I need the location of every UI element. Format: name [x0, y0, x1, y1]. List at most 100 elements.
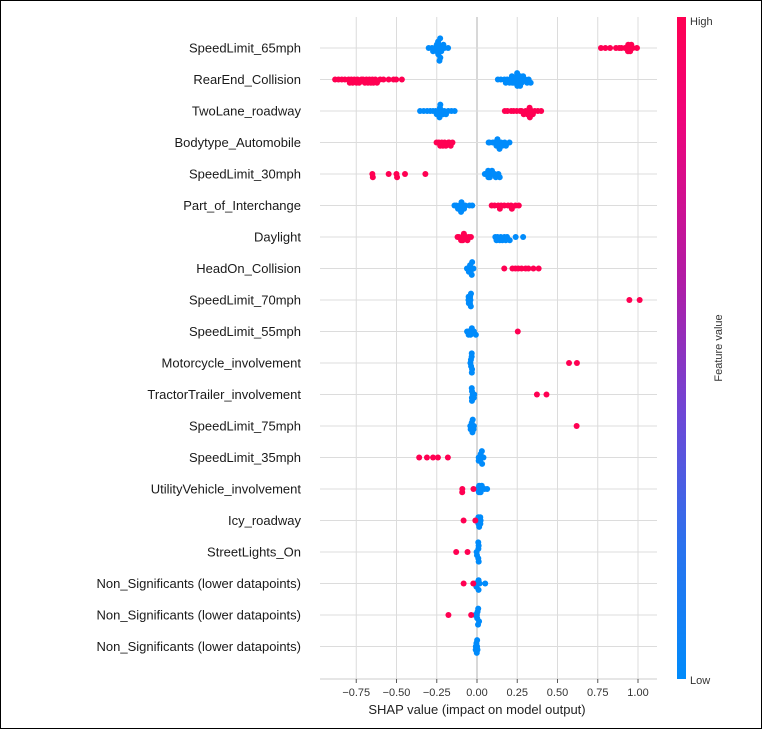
shap-point-high: [385, 76, 392, 83]
feature-label: Bodytype_Automobile: [175, 135, 301, 150]
feature-label: Icy_roadway: [228, 513, 301, 528]
shap-point-low: [475, 558, 482, 565]
x-axis: −0.75 −0.50 −0.25 0.00 0.25 0.50 0.75 1.00: [320, 678, 657, 699]
shap-point-low: [470, 394, 477, 401]
shap-point-high: [626, 297, 633, 303]
shap-point-low: [479, 460, 486, 467]
shap-point-high: [636, 297, 643, 303]
colorbar-title: Feature value: [713, 314, 725, 381]
shap-point-high: [453, 549, 460, 555]
shap-point-high: [444, 454, 451, 461]
shap-point-high: [445, 612, 452, 618]
shap-point-low: [480, 454, 487, 461]
shap-point-high: [530, 265, 537, 272]
shap-point-low: [477, 520, 484, 527]
feature-label: SpeedLimit_75mph: [189, 419, 301, 434]
shap-point-high: [460, 580, 467, 587]
shap-point-high: [525, 265, 532, 272]
x-tick-label: −0.75: [342, 687, 370, 699]
feature-label: Motorcycle_involvement: [162, 356, 302, 371]
feature-label: HeadOn_Collision: [196, 261, 301, 276]
shap-point-low: [437, 101, 444, 108]
shap-point-low: [469, 202, 476, 209]
shap-point-low: [506, 237, 513, 244]
feature-label: RearEnd_Collision: [193, 72, 301, 87]
shap-point-high: [468, 612, 475, 618]
shap-point-low: [470, 265, 477, 272]
feature-label: Daylight: [254, 230, 301, 245]
x-tick-label: −0.25: [423, 687, 451, 699]
feature-label: SpeedLimit_70mph: [189, 293, 301, 308]
shap-point-low: [496, 174, 503, 181]
shap-point-high: [402, 171, 409, 177]
shap-point-high: [515, 202, 522, 209]
shap-point-low: [451, 108, 458, 114]
shap-point-high: [369, 174, 376, 181]
shap-point-high: [460, 517, 467, 524]
shap-point-high: [467, 234, 474, 240]
shap-point-high: [380, 76, 387, 83]
shap-point-low: [475, 586, 482, 593]
shap-point-high: [449, 139, 456, 146]
shap-point-high: [629, 45, 636, 51]
feature-label: Non_Significants (lower datapoints): [97, 576, 302, 591]
shap-point-low: [470, 426, 477, 433]
shap-point-high: [472, 517, 479, 524]
shap-point-high: [416, 454, 423, 461]
shap-point-low: [437, 35, 444, 42]
shap-point-high: [573, 360, 580, 366]
shap-point-high: [607, 45, 614, 51]
shap-point-high: [533, 391, 540, 398]
vertical-gridlines: [355, 17, 639, 679]
shap-point-high: [543, 391, 550, 398]
shap-point-low: [445, 45, 452, 51]
shap-point-low: [506, 139, 513, 146]
x-tick-label: 0.50: [547, 687, 568, 699]
feature-label: UtilityVehicle_involvement: [151, 482, 302, 497]
feature-label: SpeedLimit_30mph: [189, 167, 301, 182]
shap-point-low: [473, 649, 480, 656]
feature-label: TwoLane_roadway: [192, 104, 302, 119]
shap-point-low: [468, 385, 475, 392]
shap-point-high: [566, 360, 573, 366]
shap-point-high: [434, 454, 441, 461]
feature-label: SpeedLimit_65mph: [189, 41, 301, 56]
shap-point-high: [464, 549, 471, 555]
horizontal-gridlines: [320, 47, 657, 647]
data-points: [332, 35, 643, 656]
shap-point-low: [468, 369, 475, 376]
shap-point-low: [474, 637, 481, 644]
feature-label: Non_Significants (lower datapoints): [97, 608, 302, 623]
shap-point-low: [467, 290, 474, 297]
shap-point-low: [469, 416, 476, 423]
shap-point-high: [430, 454, 437, 461]
shap-point-high: [393, 76, 400, 83]
shap-point-low: [477, 514, 484, 521]
feature-labels: SpeedLimit_65mph RearEnd_Collision TwoLane…: [97, 41, 302, 655]
shap-point-high: [423, 454, 430, 461]
feature-label: SpeedLimit_35mph: [189, 450, 301, 465]
shap-point-high: [538, 108, 545, 114]
shap-point-high: [470, 580, 477, 587]
shap-point-high: [501, 265, 508, 272]
x-tick-label: 0.00: [466, 687, 487, 699]
shap-point-low: [468, 271, 475, 278]
x-tick-label: 0.25: [507, 687, 528, 699]
shap-point-high: [394, 174, 401, 181]
colorbar-low-label: Low: [690, 675, 710, 687]
x-axis-title: SHAP value (impact on model output): [368, 702, 585, 717]
feature-label: Non_Significants (lower datapoints): [97, 639, 302, 654]
shap-point-high: [422, 171, 429, 177]
shap-point-low: [475, 539, 482, 546]
feature-label: TractorTrailer_involvement: [147, 387, 301, 402]
shap-point-high: [385, 171, 392, 177]
shap-point-high: [535, 265, 542, 272]
shap-point-low: [482, 580, 489, 587]
colorbar: [677, 17, 686, 679]
colorbar-high-label: High: [690, 16, 713, 28]
shap-point-low: [520, 234, 527, 240]
feature-label: StreetLights_On: [207, 545, 301, 560]
shap-point-low: [472, 331, 479, 338]
